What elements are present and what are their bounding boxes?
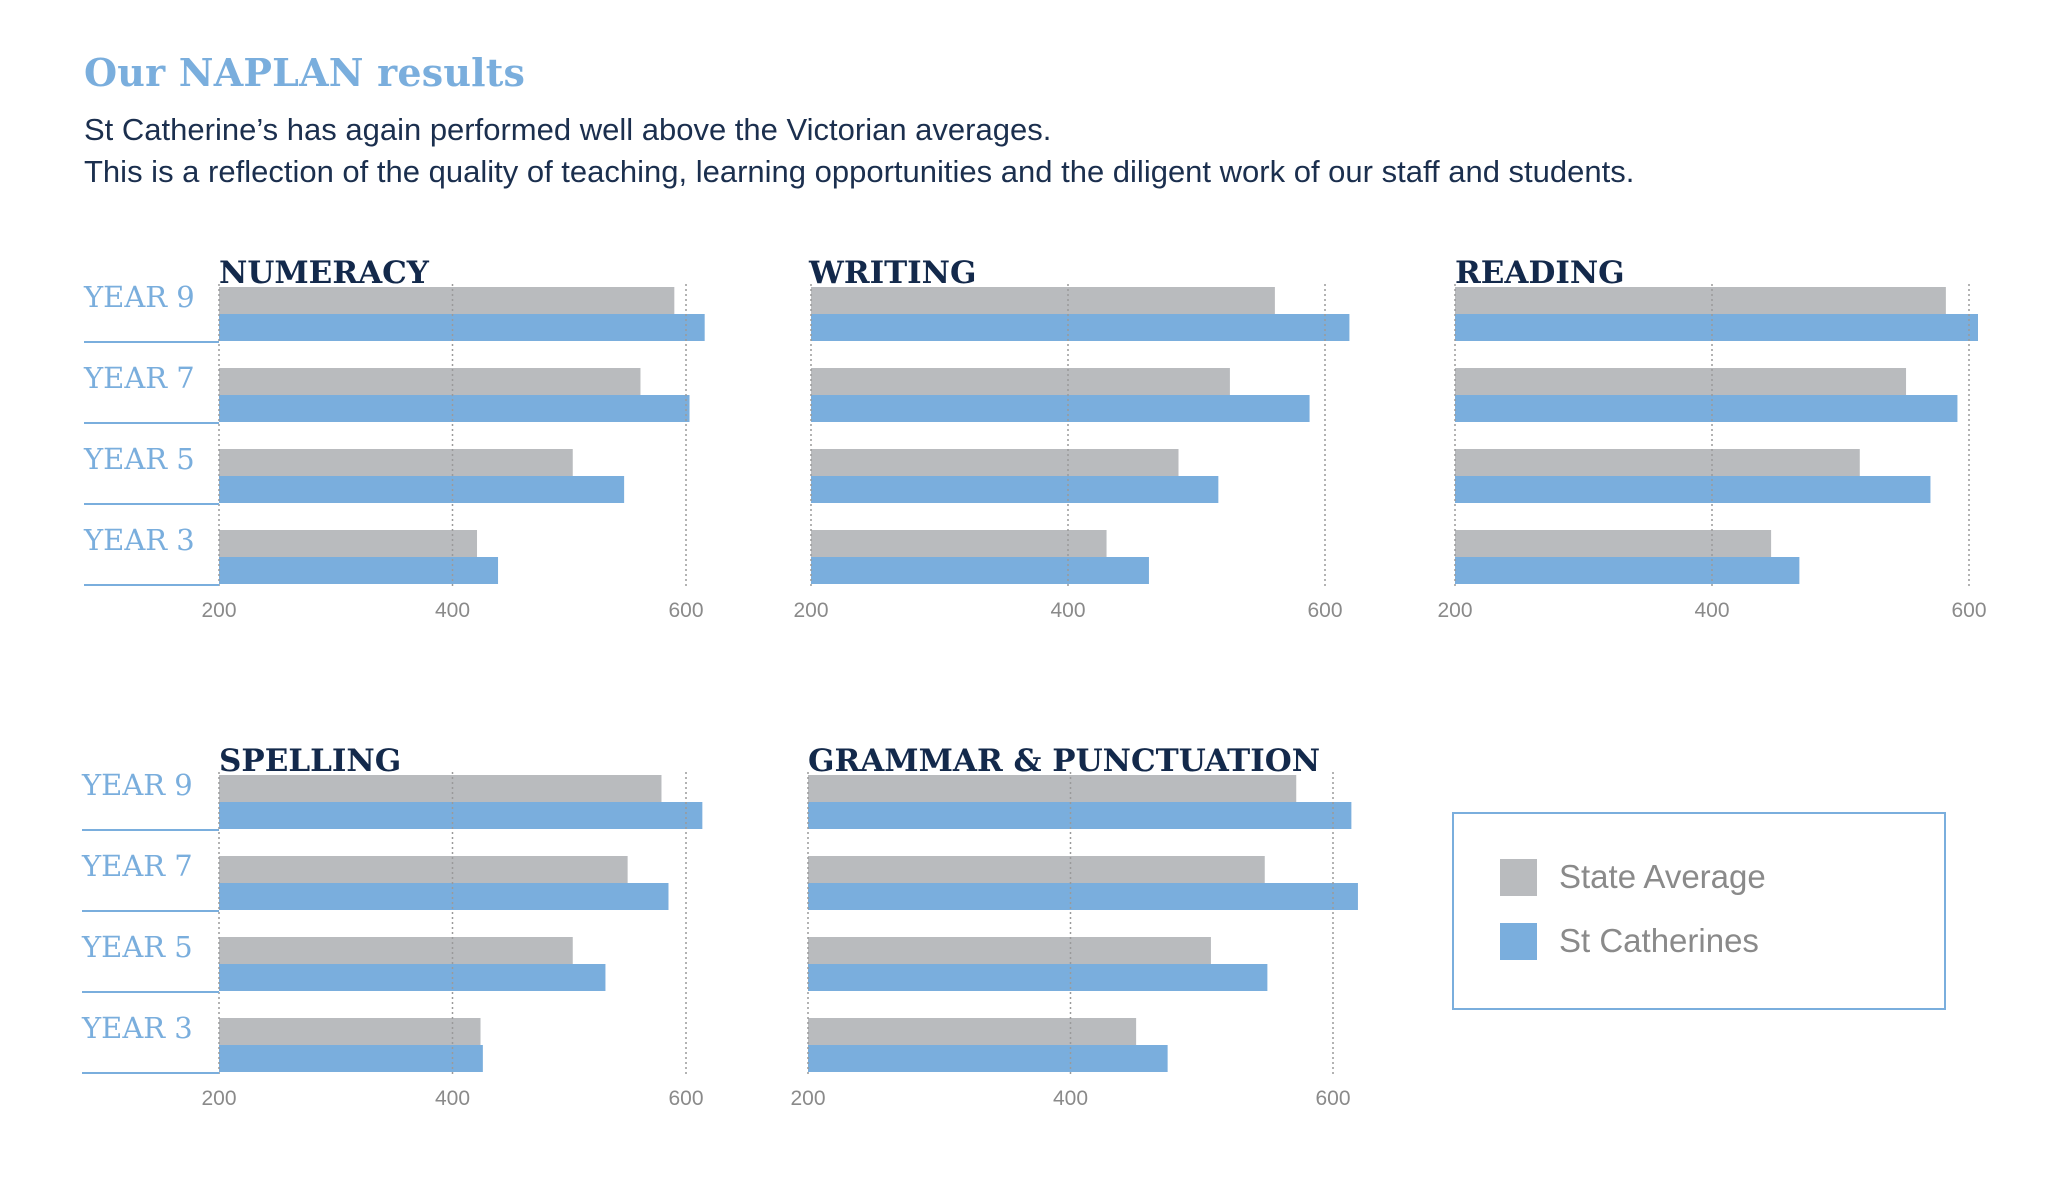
bar-writing-year-3-st-catherines (811, 557, 1149, 584)
chart-title-spelling: SPELLING (219, 743, 401, 779)
tick-label-writing-400: 400 (1050, 599, 1085, 622)
bar-reading-year-5-st-catherines (1455, 476, 1931, 503)
legend-swatch-st-catherines (1500, 922, 1537, 960)
bar-grammar-and-punctuation-year-9-state-average (808, 775, 1297, 802)
bar-numeracy-year-3-st-catherines (219, 557, 499, 584)
chart-spelling: SPELLING 200 400 600 YEAR 9 YEAR 7 YEAR 5 YEAR … (81, 743, 704, 1110)
tick-label-numeracy-200: 200 (201, 599, 236, 622)
bar-grammar-and-punctuation-year-9-st-catherines (808, 802, 1352, 829)
tick-label-grammar-and-punctuation-600: 600 (1315, 1087, 1350, 1110)
bar-spelling-year-7-st-catherines (219, 883, 669, 910)
bar-reading-year-7-state-average (1455, 368, 1907, 395)
bar-numeracy-year-5-state-average (219, 449, 573, 476)
chart-title-reading: READING (1455, 255, 1625, 291)
bar-numeracy-year-7-st-catherines (219, 395, 690, 422)
intro-line-1: St Catherine’s has again performed well … (84, 112, 1052, 147)
bar-grammar-and-punctuation-year-7-st-catherines (808, 883, 1358, 910)
intro-line-2: This is a reflection of the quality of t… (84, 154, 1635, 189)
tick-label-numeracy-600: 600 (668, 599, 703, 622)
row-label-spelling-year-7: YEAR 7 (81, 849, 193, 883)
tick-label-spelling-600: 600 (668, 1087, 703, 1110)
bar-numeracy-year-9-state-average (219, 287, 675, 314)
tick-label-reading-600: 600 (1951, 599, 1986, 622)
bar-grammar-and-punctuation-year-7-state-average (808, 856, 1265, 883)
tick-label-reading-200: 200 (1437, 599, 1472, 622)
bar-spelling-year-3-state-average (219, 1018, 481, 1045)
legend-item-state-average: State Average (1500, 858, 1766, 896)
chart-reading: READING 200 400 600 (1437, 255, 1986, 622)
bar-spelling-year-9-st-catherines (219, 802, 703, 829)
bar-reading-year-9-st-catherines (1455, 314, 1978, 341)
row-label-spelling-year-5: YEAR 5 (81, 930, 193, 964)
tick-label-grammar-and-punctuation-400: 400 (1053, 1087, 1088, 1110)
bar-writing-year-9-st-catherines (811, 314, 1350, 341)
bar-spelling-year-5-st-catherines (219, 964, 606, 991)
bar-reading-year-3-st-catherines (1455, 557, 1800, 584)
bar-reading-year-3-state-average (1455, 530, 1772, 557)
bar-writing-year-9-state-average (811, 287, 1275, 314)
chart-writing: WRITING 200 400 600 (793, 255, 1350, 622)
bar-spelling-year-5-state-average (219, 937, 573, 964)
tick-label-spelling-200: 200 (201, 1087, 236, 1110)
tick-label-writing-600: 600 (1307, 599, 1342, 622)
legend-label-state-average: State Average (1559, 858, 1766, 895)
page-title: Our NAPLAN results (84, 50, 526, 95)
chart-legend: State Average St Catherines (1452, 812, 1946, 1010)
row-label-numeracy-year-5: YEAR 5 (83, 442, 195, 476)
bar-grammar-and-punctuation-year-5-state-average (808, 937, 1211, 964)
bar-spelling-year-3-st-catherines (219, 1045, 483, 1072)
chart-numeracy: NUMERACY 200 400 600 YEAR 9 YEAR 7 YEAR 5 YEAR … (83, 255, 705, 622)
bar-writing-year-7-state-average (811, 368, 1230, 395)
bar-writing-year-5-state-average (811, 449, 1179, 476)
bar-reading-year-9-state-average (1455, 287, 1946, 314)
legend-label-st-catherines: St Catherines (1559, 922, 1759, 959)
bar-numeracy-year-7-state-average (219, 368, 641, 395)
tick-label-writing-200: 200 (793, 599, 828, 622)
bar-grammar-and-punctuation-year-3-state-average (808, 1018, 1137, 1045)
tick-label-numeracy-400: 400 (435, 599, 470, 622)
row-label-numeracy-year-7: YEAR 7 (83, 361, 195, 395)
bar-grammar-and-punctuation-year-5-st-catherines (808, 964, 1268, 991)
legend-swatch-state-average (1500, 858, 1537, 896)
tick-label-spelling-400: 400 (435, 1087, 470, 1110)
bar-numeracy-year-9-st-catherines (219, 314, 705, 341)
legend-item-st-catherines: St Catherines (1500, 922, 1759, 960)
bar-writing-year-3-state-average (811, 530, 1107, 557)
bar-grammar-and-punctuation-year-3-st-catherines (808, 1045, 1168, 1072)
chart-grammar-and-punctuation: GRAMMAR & PUNCTUATION 200 400 600 (790, 743, 1358, 1110)
chart-title-writing: WRITING (808, 255, 976, 291)
row-label-numeracy-year-9: YEAR 9 (83, 280, 195, 314)
chart-title-grammar-and-punctuation: GRAMMAR & PUNCTUATION (808, 743, 1320, 779)
bar-numeracy-year-5-st-catherines (219, 476, 625, 503)
bar-reading-year-7-st-catherines (1455, 395, 1958, 422)
bar-writing-year-5-st-catherines (811, 476, 1219, 503)
row-label-numeracy-year-3: YEAR 3 (83, 523, 195, 557)
bar-spelling-year-7-state-average (219, 856, 628, 883)
bar-reading-year-5-state-average (1455, 449, 1860, 476)
tick-label-grammar-and-punctuation-200: 200 (790, 1087, 825, 1110)
tick-label-reading-400: 400 (1694, 599, 1729, 622)
chart-title-numeracy: NUMERACY (219, 255, 430, 291)
row-label-spelling-year-9: YEAR 9 (81, 768, 193, 802)
bar-writing-year-7-st-catherines (811, 395, 1310, 422)
bar-numeracy-year-3-state-average (219, 530, 478, 557)
bar-spelling-year-9-state-average (219, 775, 662, 802)
row-label-spelling-year-3: YEAR 3 (81, 1011, 193, 1045)
